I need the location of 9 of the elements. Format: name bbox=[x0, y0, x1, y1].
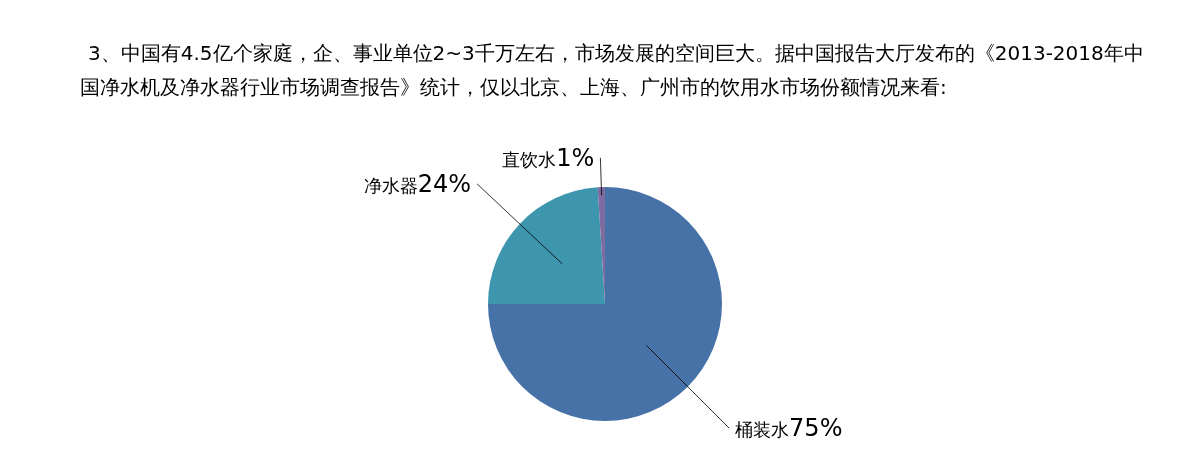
slice-label: 净水器 bbox=[363, 174, 418, 196]
data-label: 1% bbox=[556, 143, 595, 172]
slice-label: 直饮水 bbox=[502, 148, 557, 170]
data-label: 24% bbox=[417, 169, 472, 198]
slice-label: 桶装水 bbox=[735, 419, 790, 441]
pie-slice bbox=[488, 187, 722, 421]
chart-title: 3、中国有4.5亿个家庭，企、事业单位2~3千万左右，市场发展的空间巨大。据中国报告大厅发布的《2013-2018年中国净水机及净水器行业市场调查报告》统计，仅以北京、上海、广州市的饮用水市场份额情况来看: bbox=[80, 41, 1144, 99]
pie-slice bbox=[488, 187, 605, 304]
data-label: 75% bbox=[789, 414, 843, 443]
